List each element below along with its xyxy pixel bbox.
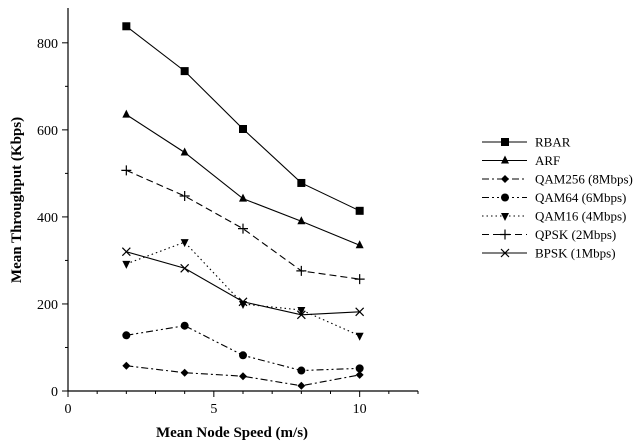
- data-point: [122, 361, 131, 370]
- legend-label: ARF: [535, 153, 560, 168]
- y-tick-label: 600: [37, 124, 58, 139]
- x-axis-title: Mean Node Speed (m/s): [156, 425, 308, 441]
- series-qpsk-2mbps: [121, 165, 365, 285]
- legend-item-rbar: RBAR: [482, 135, 571, 150]
- data-point: [122, 260, 131, 269]
- axes: 0 5 10 0 200 400 600 800: [37, 8, 419, 417]
- data-point: [239, 372, 247, 381]
- series-qam256-8mbps: [122, 361, 364, 390]
- legend-item-qam16-4mbps: QAM16 (4Mbps): [482, 209, 626, 224]
- legend-item-bpsk-1mbps: BPSK (1Mbps): [482, 246, 616, 261]
- data-point: [355, 240, 364, 249]
- legend-label: BPSK (1Mbps): [535, 246, 616, 261]
- data-point: [180, 263, 190, 273]
- series-bpsk-1mbps: [121, 247, 365, 320]
- legend-swatch-marker: [501, 193, 509, 202]
- x-tick-label: 5: [210, 402, 217, 417]
- data-point: [239, 124, 247, 133]
- series-line: [126, 241, 360, 337]
- data-point: [297, 381, 306, 390]
- data-point: [180, 368, 189, 377]
- data-point: [296, 265, 307, 276]
- data-point: [355, 206, 364, 215]
- data-point: [122, 331, 131, 340]
- data-point: [238, 223, 248, 234]
- data-point: [122, 109, 131, 118]
- x-tick-label: 10: [353, 402, 367, 417]
- legend-item-arf: ARF: [482, 153, 560, 168]
- legend-swatch-marker: [501, 138, 509, 146]
- y-tick-label: 400: [37, 211, 58, 226]
- y-tick-label: 800: [37, 37, 58, 52]
- legend: RBAR ARF QAM256 (8Mbps) QAM64 (6Mbps) QAM16 …: [482, 135, 633, 261]
- legend-label: RBAR: [535, 135, 571, 150]
- legend-swatch-marker: [500, 248, 510, 258]
- data-point: [355, 370, 364, 379]
- x-tick-label: 0: [65, 402, 72, 417]
- data-point: [180, 147, 189, 156]
- legend-item-qam64-6mbps: QAM64 (6Mbps): [482, 190, 626, 205]
- legend-label: QPSK (2Mbps): [535, 227, 616, 242]
- data-point: [297, 366, 306, 375]
- data-point: [121, 247, 131, 257]
- data-point: [297, 216, 306, 225]
- series-line: [126, 365, 360, 387]
- legend-swatch-marker: [501, 155, 509, 164]
- data-point: [179, 191, 190, 202]
- series-qam64-6mbps: [122, 321, 364, 375]
- legend-label: QAM16 (4Mbps): [535, 209, 626, 224]
- data-point: [180, 321, 189, 330]
- y-axis-title: Mean Throughput (Kbps): [9, 117, 25, 283]
- data-point: [238, 297, 248, 307]
- data-point: [296, 310, 306, 320]
- data-point: [355, 364, 364, 373]
- series-rbar: [122, 22, 364, 215]
- series-arf: [122, 109, 364, 249]
- legend-label: QAM256 (8Mbps): [535, 172, 633, 187]
- y-tick-label: 200: [37, 298, 58, 313]
- data-point: [297, 307, 306, 316]
- data-point: [355, 307, 365, 317]
- legend-swatch-marker: [500, 229, 510, 240]
- series-line: [126, 325, 360, 372]
- series-qam16-4mbps: [122, 239, 364, 341]
- data-point: [239, 351, 247, 360]
- y-tick-label: 0: [51, 385, 58, 400]
- legend-item-qpsk-2mbps: QPSK (2Mbps): [482, 227, 616, 242]
- data-point: [121, 165, 132, 176]
- legend-swatch-marker: [501, 175, 509, 183]
- series-line: [125, 25, 360, 212]
- legend-label: QAM64 (6Mbps): [535, 190, 626, 205]
- legend-item-qam256-8mbps: QAM256 (8Mbps): [482, 172, 633, 187]
- data-point: [122, 22, 131, 31]
- data-point: [239, 193, 247, 202]
- series-lines: [121, 22, 365, 390]
- data-point: [297, 178, 306, 187]
- data-point: [354, 274, 365, 285]
- series-line: [126, 169, 360, 280]
- data-point: [180, 67, 189, 76]
- data-point: [180, 239, 189, 248]
- data-point: [355, 332, 364, 341]
- legend-swatch-marker: [501, 213, 509, 221]
